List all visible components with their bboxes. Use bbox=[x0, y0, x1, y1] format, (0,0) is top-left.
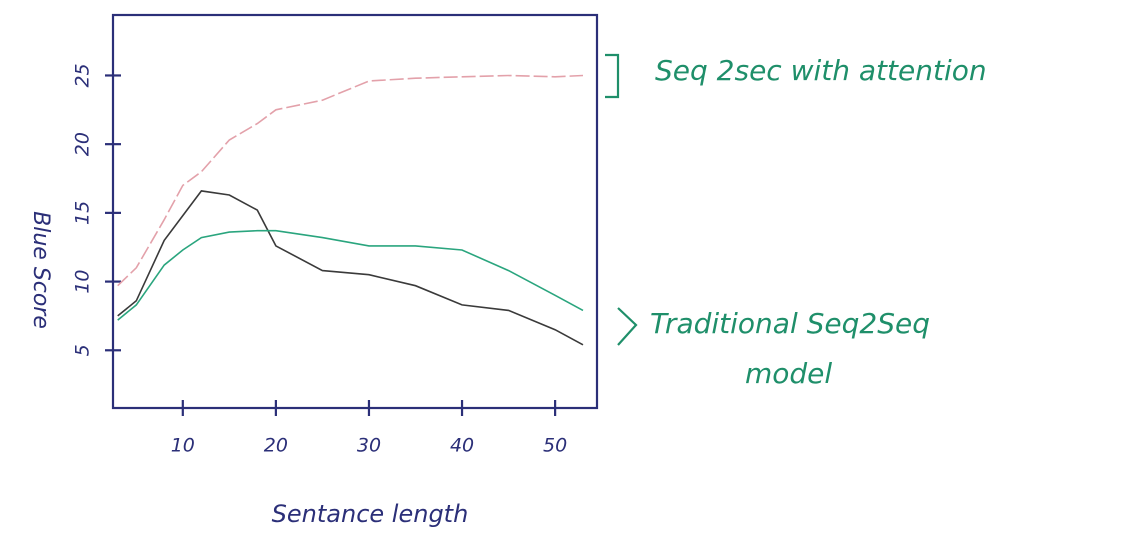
bracket bbox=[617, 307, 638, 346]
x-tick-label: 40 bbox=[450, 435, 474, 457]
series-line bbox=[117, 74, 584, 287]
x-tick-label: 10 bbox=[171, 435, 195, 457]
y-tick-label: 5 bbox=[72, 344, 94, 356]
x-tick-label: 50 bbox=[543, 435, 567, 457]
x-tick-label: 30 bbox=[357, 435, 381, 457]
y-tick-label: 20 bbox=[72, 132, 94, 156]
x-axis-label: Sentance length bbox=[272, 500, 469, 528]
series-line bbox=[117, 190, 584, 346]
bracket bbox=[605, 53, 620, 99]
y-tick-label: 10 bbox=[72, 269, 94, 293]
annotation: model bbox=[745, 357, 832, 390]
legend-label: Seq 2sec with attention bbox=[655, 54, 987, 87]
y-tick-label: 25 bbox=[72, 63, 94, 87]
plot-frame bbox=[111, 13, 599, 410]
series-line bbox=[117, 229, 584, 321]
x-tick-label: 20 bbox=[264, 435, 288, 457]
y-axis-label: Blue Score bbox=[28, 211, 53, 329]
y-tick-label: 15 bbox=[72, 201, 94, 225]
annotation: Traditional Seq2Seq bbox=[650, 307, 930, 340]
